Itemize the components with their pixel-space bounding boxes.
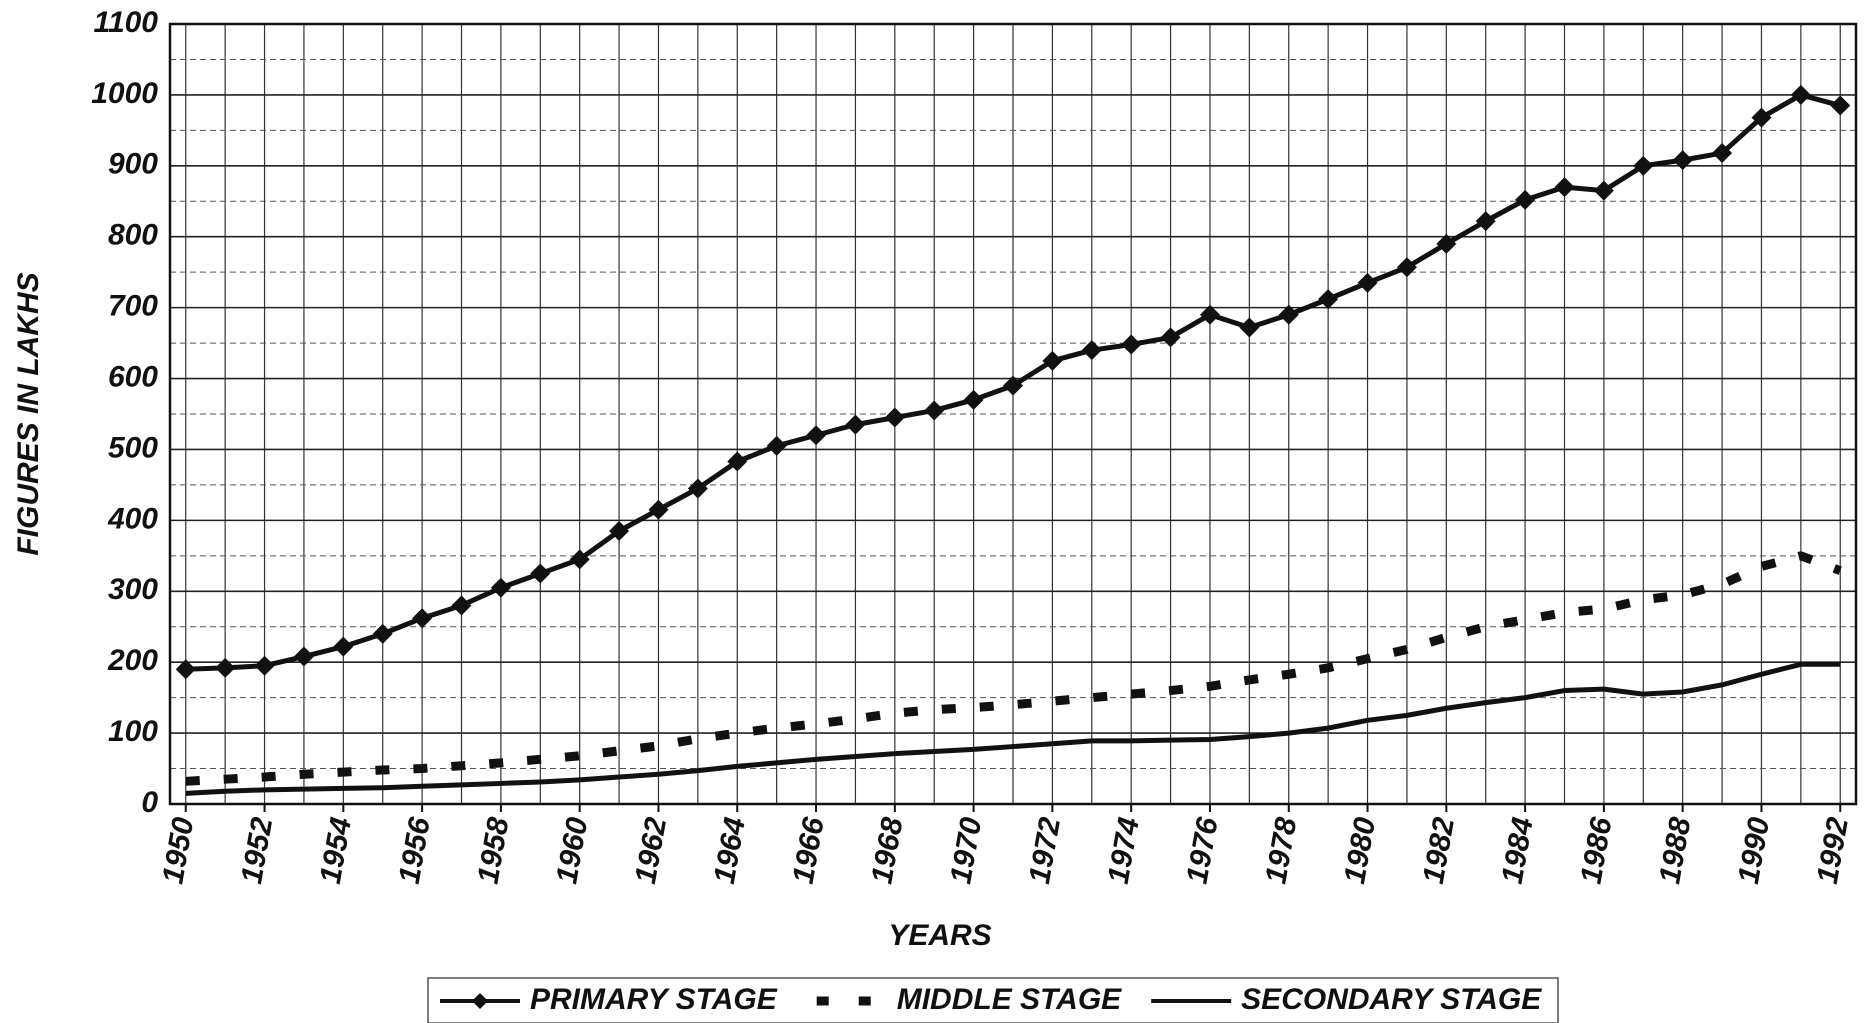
marker [963, 389, 984, 410]
legend-label: SECONDARY STAGE [1241, 983, 1542, 1016]
marker [924, 400, 945, 421]
x-tick-label: 1986 [1574, 815, 1618, 887]
marker [1042, 350, 1063, 371]
legend-box [427, 977, 1559, 1023]
marker [1239, 317, 1260, 338]
y-tick-label: 300 [108, 573, 158, 606]
x-tick-label: 1992 [1811, 815, 1855, 887]
marker [490, 577, 511, 598]
y-tick-label: 900 [108, 148, 158, 181]
marker [1712, 143, 1733, 164]
plot-frame [168, 22, 1858, 806]
marker [175, 659, 196, 680]
marker [727, 451, 748, 472]
y-tick-label: 100 [108, 715, 158, 748]
marker [1751, 107, 1772, 128]
marker [254, 655, 275, 676]
y-tick-label: 0 [141, 786, 158, 819]
x-tick-label: 1990 [1732, 815, 1776, 887]
marker [806, 425, 827, 446]
x-tick-label: 1954 [314, 815, 358, 887]
x-tick-label: 1982 [1417, 815, 1461, 887]
x-tick-label: 1950 [156, 815, 200, 887]
marker [609, 521, 630, 541]
marker [1515, 189, 1536, 210]
marker [1830, 95, 1851, 116]
marker [530, 563, 551, 584]
y-tick-label: 800 [108, 219, 158, 252]
legend-label: MIDDLE STAGE [897, 983, 1122, 1016]
marker [293, 646, 314, 667]
x-tick-label: 1962 [629, 815, 673, 887]
legend-marker [472, 993, 488, 1009]
marker [451, 595, 472, 616]
x-tick-label: 1956 [393, 815, 437, 887]
marker [1554, 177, 1575, 198]
marker [1278, 304, 1299, 325]
marker [1199, 304, 1220, 325]
marker [412, 608, 433, 629]
x-tick-label: 1960 [550, 815, 594, 887]
marker [1396, 257, 1417, 278]
y-tick-label: 600 [108, 360, 158, 393]
x-tick-label: 1980 [1338, 815, 1382, 887]
x-tick-label: 1972 [1023, 815, 1067, 887]
marker [1121, 334, 1142, 355]
marker [569, 549, 590, 570]
x-axis-label: YEARS [888, 919, 991, 952]
x-tick-label: 1968 [865, 815, 909, 887]
x-tick-label: 1976 [1181, 815, 1225, 887]
x-tick-label: 1988 [1653, 815, 1697, 887]
y-tick-label: 1000 [91, 77, 158, 110]
series-line [185, 661, 1841, 796]
marker [687, 478, 708, 499]
marker [884, 407, 905, 428]
x-tick-label: 1964 [708, 815, 752, 887]
marker [1318, 289, 1339, 310]
x-tick-label: 1966 [787, 815, 831, 887]
marker [1672, 150, 1693, 171]
marker [1436, 233, 1457, 254]
marker [1593, 180, 1614, 201]
marker [1160, 327, 1181, 348]
marker [333, 636, 354, 657]
y-tick-label: 700 [108, 290, 158, 323]
series-line [185, 551, 1842, 786]
x-tick-label: 1970 [944, 815, 988, 887]
marker [372, 623, 393, 644]
marker [1790, 84, 1811, 105]
x-tick-label: 1958 [472, 815, 516, 887]
x-tick-label: 1984 [1496, 815, 1540, 887]
x-tick-label: 1974 [1102, 815, 1146, 887]
marker [766, 435, 787, 456]
x-tick-label: 1952 [235, 815, 279, 887]
marker [1633, 155, 1654, 176]
y-tick-label: 200 [107, 644, 158, 677]
y-tick-label: 500 [108, 431, 158, 464]
marker [845, 414, 866, 435]
marker [215, 657, 236, 678]
marker [1475, 211, 1496, 232]
legend-label: PRIMARY STAGE [530, 983, 778, 1016]
y-axis-label: FIGURES IN LAKHS [12, 272, 45, 555]
y-tick-label: 400 [107, 502, 158, 535]
marker [1081, 340, 1102, 361]
x-tick-label: 1978 [1259, 815, 1303, 887]
marker [1003, 375, 1023, 396]
marker [1357, 272, 1378, 293]
y-tick-label: 1100 [93, 6, 158, 39]
marker [648, 499, 669, 520]
